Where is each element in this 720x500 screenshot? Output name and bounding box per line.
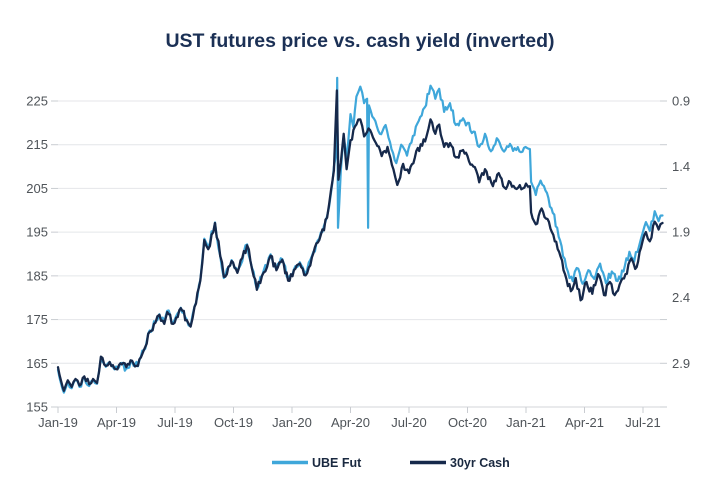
- x-tick-label: Jan-21: [506, 415, 546, 430]
- y-right-axis: 0.9 1.4 1.9 2.4 2.9: [660, 94, 690, 408]
- chart-title: UST futures price vs. cash yield (invert…: [165, 30, 554, 52]
- x-tick-label: Oct-20: [448, 415, 487, 430]
- y-right-tick-label: 1.4: [672, 159, 690, 174]
- x-tick-label: Apr-20: [331, 415, 370, 430]
- legend: UBE Fut 30yr Cash: [272, 456, 510, 470]
- x-tick-label: Oct-19: [214, 415, 253, 430]
- y-left-tick-label: 195: [26, 225, 48, 240]
- series-lines: [56, 76, 664, 394]
- y-left-tick-label: 155: [26, 400, 48, 415]
- legend-label-30yr-cash: 30yr Cash: [450, 456, 510, 470]
- x-tick-label: Jul-19: [157, 415, 192, 430]
- y-left-tick-label: 175: [26, 312, 48, 327]
- x-tick-label: Jul-21: [625, 415, 660, 430]
- x-tick-label: Jan-20: [272, 415, 312, 430]
- y-left-tick-label: 205: [26, 181, 48, 196]
- legend-label-ube-fut: UBE Fut: [312, 456, 362, 470]
- x-tick-label: Jul-20: [391, 415, 426, 430]
- series-ube-fut-line: [56, 76, 664, 394]
- y-right-tick-label: 0.9: [672, 94, 690, 109]
- x-tick-label: Jan-19: [38, 415, 78, 430]
- y-left-tick-label: 215: [26, 137, 48, 152]
- y-right-tick-label: 2.9: [672, 356, 690, 371]
- y-right-tick-label: 1.9: [672, 225, 690, 240]
- y-right-tick-label: 2.4: [672, 290, 690, 305]
- series-30yr-cash-line: [56, 89, 664, 392]
- y-left-tick-label: 165: [26, 356, 48, 371]
- x-tick-label: Apr-19: [97, 415, 136, 430]
- y-left-tick-label: 225: [26, 94, 48, 109]
- x-axis: Jan-19 Apr-19 Jul-19 Oct-19 Jan-20 Apr-20 Jul-…: [38, 406, 667, 430]
- y-left-axis: 225 215 205 195 185 175 165 155: [26, 94, 58, 415]
- gridlines: [58, 100, 660, 408]
- x-tick-label: Apr-21: [565, 415, 604, 430]
- y-left-tick-label: 185: [26, 268, 48, 283]
